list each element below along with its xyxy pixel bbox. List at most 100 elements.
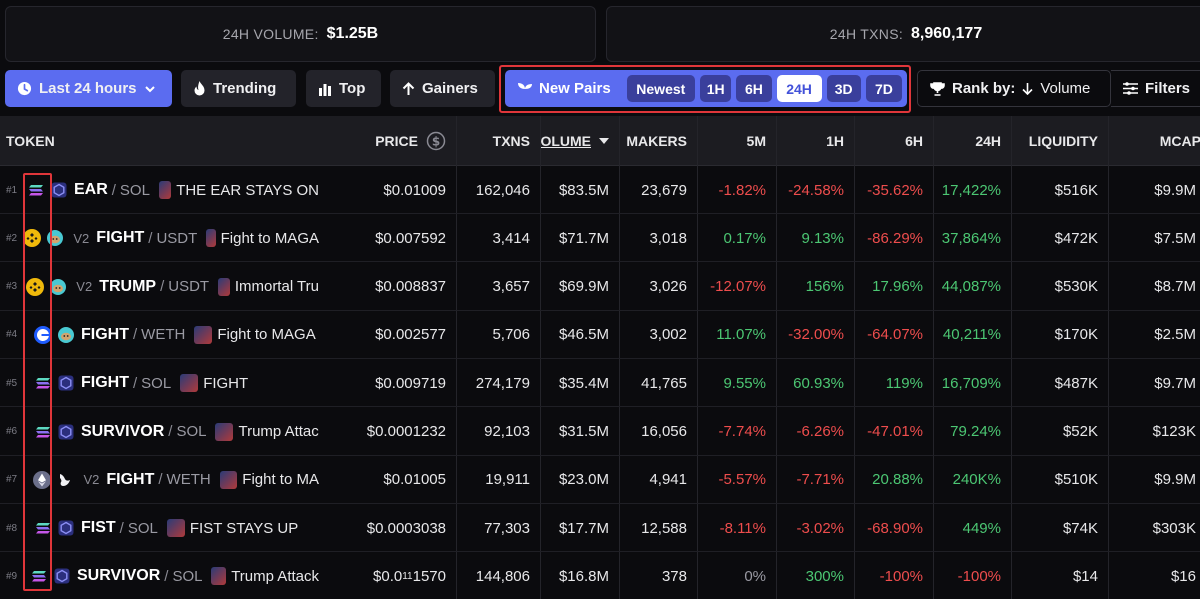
change-24h-cell: 240K%: [952, 471, 1001, 489]
segment-newest[interactable]: Newest: [626, 75, 696, 102]
filters-button[interactable]: Filters: [1111, 70, 1200, 107]
header-5m[interactable]: 5M: [746, 133, 766, 149]
change-6h-cell: -86.29%: [867, 229, 923, 247]
header-volume[interactable]: OLUME: [540, 116, 619, 166]
header-makers[interactable]: MAKERS: [626, 133, 687, 149]
token-avatar: [166, 519, 185, 538]
token-cell[interactable]: #2 V2 FIGHT / USDT Fight to MAGA: [0, 214, 329, 262]
header-mcap[interactable]: MCAP: [1159, 133, 1200, 149]
pair-separator: /: [158, 471, 163, 489]
uniswap-dex-icon: [57, 472, 73, 488]
table-row[interactable]: #5 FIGHT / SOL FIGHT $0.009719 274,179 $…: [0, 359, 1200, 408]
change-5m-cell: 0%: [744, 567, 766, 585]
base-token-symbol: FIGHT: [81, 374, 129, 392]
header-token[interactable]: TOKEN: [6, 133, 55, 149]
change-24h-cell: 44,087%: [941, 278, 1001, 296]
top-button[interactable]: Top: [306, 70, 381, 107]
txns-cell: 3,657: [492, 278, 530, 296]
txns-label: 24H TXNS:: [829, 26, 904, 42]
header-1h[interactable]: 1H: [826, 133, 844, 149]
raydium-dex-icon: [58, 424, 74, 440]
volume-cell: $69.9M: [558, 278, 609, 296]
change-6h-cell: -64.07%: [867, 326, 923, 344]
row-rank: #9: [6, 570, 18, 582]
token-cell[interactable]: #3 V2 TRUMP / USDT Immortal Tru: [0, 263, 329, 311]
price-cell: $0.0003038: [329, 504, 456, 552]
table-row[interactable]: #6 SURVIVOR / SOL Trump Attac $0.0001232…: [0, 408, 1200, 456]
token-cell[interactable]: #4 FIGHT / WETH Fight to MAGA: [0, 311, 329, 359]
change-5m-cell: 9.55%: [723, 374, 766, 392]
pair-separator: /: [148, 229, 153, 247]
table-row[interactable]: #8 FIST / SOL FIST STAYS UP $0.0003038 7…: [0, 504, 1200, 553]
new-pairs-label: New Pairs: [539, 80, 611, 97]
table-row[interactable]: #2 V2 FIGHT / USDT Fight to MAGA $0.0075…: [0, 214, 1200, 263]
segment-24h[interactable]: 24H: [776, 75, 822, 102]
price-value: $0.007592: [375, 229, 446, 247]
chain-column-highlight-outline: [23, 173, 52, 591]
change-6h-cell: 20.88%: [872, 471, 923, 489]
makers-cell: 23,679: [641, 181, 687, 199]
pair-separator: /: [160, 278, 165, 296]
change-5m-cell: -12.07%: [710, 278, 766, 296]
change-24h-cell: 16,709%: [941, 374, 1001, 392]
dollar-circle-icon[interactable]: $: [426, 131, 446, 151]
rank-by-button[interactable]: Rank by: Volume: [917, 70, 1111, 107]
token-avatar: [211, 567, 227, 586]
new-pairs-button[interactable]: New Pairs: [517, 80, 627, 97]
token-cell[interactable]: #7 V2 FIGHT / WETH Fight to MA: [0, 456, 329, 504]
quote-token-symbol: SOL: [119, 181, 150, 199]
new-pairs-highlight-outline: [499, 65, 911, 113]
volume-cell: $83.5M: [558, 181, 609, 199]
timeframe-dropdown-button[interactable]: Last 24 hours: [5, 70, 172, 107]
token-name: Trump Attack: [231, 567, 319, 585]
header-24h[interactable]: 24H: [975, 133, 1001, 149]
volume-cell: $46.5M: [558, 326, 609, 344]
filter-toolbar: Last 24 hours Trending Top Gainers New P…: [0, 65, 1200, 113]
price-value: $0.0: [373, 567, 403, 585]
header-txns[interactable]: TXNS: [492, 133, 530, 149]
change-24h-cell: 449%: [962, 519, 1001, 537]
gainers-button[interactable]: Gainers: [390, 70, 495, 107]
token-cell[interactable]: #5 FIGHT / SOL FIGHT: [0, 359, 329, 407]
mcap-cell: $8.7M: [1154, 278, 1196, 296]
pair-separator: /: [164, 567, 169, 585]
solana-chain-icon: [27, 181, 45, 199]
top-label: Top: [339, 80, 366, 97]
liquidity-cell: $170K: [1054, 326, 1098, 344]
table-row[interactable]: #3 V2 TRUMP / USDT Immortal Tru $0.00883…: [0, 263, 1200, 311]
segment-7d[interactable]: 7D: [865, 75, 902, 102]
token-cell[interactable]: #6 SURVIVOR / SOL Trump Attac: [0, 408, 329, 456]
txns-value: 8,960,177: [911, 25, 983, 42]
price-zero-count: 11: [402, 570, 413, 582]
timeframe-label: Last 24 hours: [39, 80, 137, 97]
txns-cell: 274,179: [475, 374, 530, 392]
table-row[interactable]: #9 SURVIVOR / SOL Trump Attack $0.0 11 157…: [0, 552, 1200, 599]
table-row[interactable]: #7 V2 FIGHT / WETH Fight to MA $0.01005 …: [0, 456, 1200, 504]
segment-3d[interactable]: 3D: [826, 75, 861, 102]
header-liquidity[interactable]: LIQUIDITY: [1028, 133, 1098, 149]
trending-button[interactable]: Trending: [181, 70, 296, 107]
row-rank: #6: [6, 426, 18, 437]
gainers-label: Gainers: [422, 80, 478, 97]
base-token-symbol: FIGHT: [81, 325, 129, 343]
table-row[interactable]: #1 EAR / SOL THE EAR STAYS ON $0.01009 1…: [0, 166, 1200, 214]
segment-6h[interactable]: 6H: [736, 75, 772, 102]
pair-separator: /: [133, 374, 138, 392]
table-row[interactable]: #4 FIGHT / WETH Fight to MAGA $0.002577 …: [0, 311, 1200, 359]
volume-label: 24H VOLUME:: [222, 26, 319, 42]
base-chain-icon: [34, 325, 52, 344]
token-cell[interactable]: #9 SURVIVOR / SOL Trump Attack: [0, 552, 329, 599]
price-value: $0.01009: [383, 181, 446, 199]
volume-cell: $17.7M: [558, 519, 609, 537]
txns-cell: 144,806: [475, 567, 530, 585]
pair-separator: /: [168, 423, 173, 440]
header-price[interactable]: PRICE $: [329, 116, 456, 166]
header-6h[interactable]: 6H: [905, 133, 923, 149]
makers-cell: 3,018: [649, 229, 687, 247]
segment-1h[interactable]: 1H: [700, 75, 732, 102]
change-6h-cell: -100%: [879, 567, 923, 585]
token-name: Fight to MA: [242, 471, 319, 489]
token-cell[interactable]: #8 FIST / SOL FIST STAYS UP: [0, 504, 329, 552]
token-cell[interactable]: #1 EAR / SOL THE EAR STAYS ON: [0, 166, 329, 214]
pair-version: V2: [73, 230, 90, 246]
